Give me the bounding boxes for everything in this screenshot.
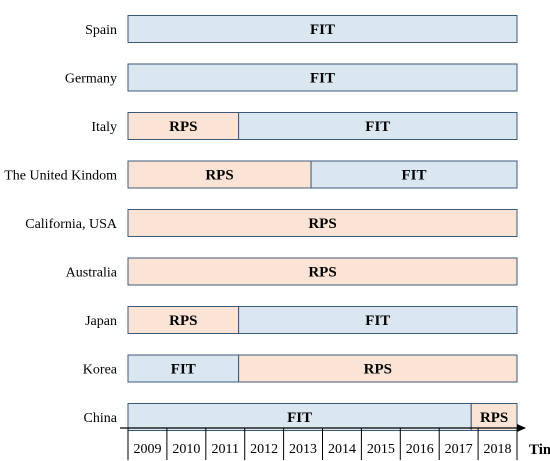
row-label-korea: Korea [83, 363, 118, 378]
bar-segment-italy-fit [238, 112, 518, 140]
segment-label-australia-rps: RPS [308, 265, 336, 281]
bar-segment-the-united-kindom-rps [127, 160, 312, 189]
x-tick-label-2014: 2014 [328, 442, 356, 457]
segment-label-china-fit: FIT [287, 410, 312, 426]
bar-segment-china-fit [127, 403, 472, 431]
segment-label-italy-rps: RPS [169, 119, 197, 135]
row-label-the-united-kindom: The United Kindom [4, 169, 117, 184]
x-tick-label-2009: 2009 [133, 442, 161, 457]
x-axis-title: Time [529, 442, 550, 458]
x-tick-label-2013: 2013 [289, 442, 317, 457]
row-label-japan: Japan [85, 314, 117, 329]
bar-segment-california-usa-rps [127, 209, 518, 237]
x-tick-label-2015: 2015 [367, 442, 395, 457]
x-tick-label-2011: 2011 [212, 442, 239, 457]
x-tick-label-2017: 2017 [445, 442, 473, 457]
segment-label-the-united-kindom-rps: RPS [205, 168, 233, 184]
row-label-italy: Italy [91, 120, 117, 135]
row-labels-layer: Spain FIT Germany FIT Italy RPS FIT The United … [4, 22, 508, 426]
x-tick-label-2016: 2016 [406, 442, 434, 457]
segment-label-spain-fit: FIT [310, 22, 335, 38]
segment-label-italy-fit: FIT [365, 119, 390, 135]
bar-segment-germany-fit [127, 63, 518, 92]
segment-label-japan-fit: FIT [365, 313, 390, 329]
bar-segment-australia-rps [127, 257, 518, 286]
bar-segment-italy-rps [127, 112, 240, 140]
x-tick-label-2012: 2012 [250, 442, 278, 457]
bars-layer [127, 15, 518, 431]
segment-label-korea-fit: FIT [171, 362, 196, 378]
row-label-spain: Spain [85, 23, 117, 38]
bar-segment-the-united-kindom-fit [310, 160, 518, 189]
segment-label-china-rps: RPS [480, 410, 508, 426]
segment-label-california-usa-rps: RPS [308, 216, 336, 232]
segment-label-germany-fit: FIT [310, 71, 335, 87]
bar-segment-japan-rps [127, 306, 240, 334]
bar-segment-china-rps [470, 403, 518, 431]
row-label-california-usa: California, USA [25, 217, 118, 232]
segment-label-japan-rps: RPS [169, 313, 197, 329]
x-axis-arrowhead [517, 424, 526, 432]
x-tick-label-2018: 2018 [484, 442, 512, 457]
x-tick-label-2010: 2010 [172, 442, 200, 457]
segment-label-korea-rps: RPS [364, 362, 392, 378]
bar-segment-japan-fit [238, 306, 518, 334]
row-label-china: China [84, 411, 118, 426]
segment-label-the-united-kindom-fit: FIT [402, 168, 427, 184]
bar-segment-spain-fit [127, 15, 518, 43]
x-tick-labels: 2009 2010 2011 2012 2013 2014 2015 2016 2017 2018 [127, 428, 518, 460]
row-label-germany: Germany [65, 72, 117, 87]
row-label-australia: Australia [66, 266, 118, 281]
bar-segment-korea-rps [238, 354, 518, 383]
